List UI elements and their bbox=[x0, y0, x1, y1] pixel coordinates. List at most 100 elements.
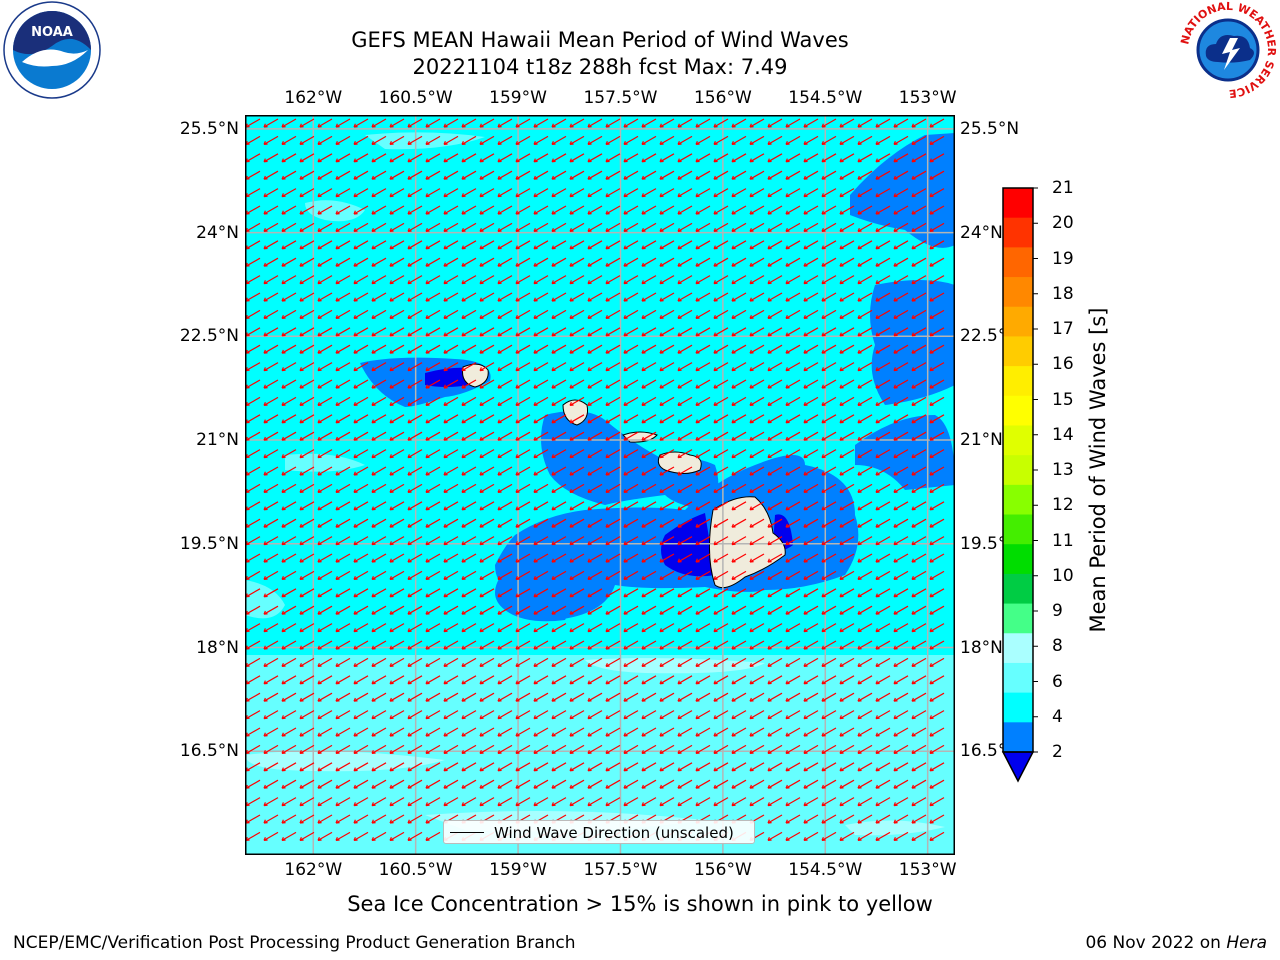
wind-arrow bbox=[551, 118, 567, 128]
wind-arrow bbox=[497, 344, 513, 354]
wind-arrow bbox=[281, 831, 297, 841]
wind-arrow bbox=[569, 205, 585, 215]
wind-arrow bbox=[803, 536, 819, 546]
colorbar-band bbox=[1003, 722, 1033, 753]
wind-arrow bbox=[695, 153, 711, 163]
wind-arrow bbox=[821, 501, 837, 511]
wind-arrow bbox=[605, 605, 621, 615]
wind-arrow bbox=[911, 414, 927, 424]
wind-arrow bbox=[569, 431, 585, 441]
wind-arrow bbox=[353, 762, 369, 772]
wind-arrow bbox=[425, 257, 441, 267]
wind-arrow bbox=[893, 762, 909, 772]
wind-arrow bbox=[353, 379, 369, 389]
wind-arrow bbox=[587, 327, 603, 337]
wind-arrow bbox=[803, 518, 819, 528]
wind-arrow bbox=[317, 762, 333, 772]
wind-arrow bbox=[425, 309, 441, 319]
wind-arrow bbox=[767, 623, 783, 633]
wind-arrow bbox=[389, 153, 405, 163]
wind-arrow bbox=[857, 692, 873, 702]
wind-arrow bbox=[695, 710, 711, 720]
wind-arrow bbox=[353, 170, 369, 180]
wind-arrow bbox=[641, 605, 657, 615]
wind-arrow bbox=[587, 657, 603, 667]
wind-arrow bbox=[677, 518, 693, 528]
wind-arrow bbox=[497, 797, 513, 807]
lon-tick-label: 159°W bbox=[489, 88, 547, 108]
wind-arrow bbox=[803, 205, 819, 215]
wind-arrow bbox=[803, 570, 819, 580]
wind-arrow bbox=[443, 588, 459, 598]
wind-arrow bbox=[875, 518, 891, 528]
wind-arrow bbox=[821, 640, 837, 650]
wind-arrow bbox=[857, 588, 873, 598]
colorbar-band bbox=[1003, 306, 1033, 337]
wind-arrow bbox=[839, 623, 855, 633]
wind-arrow bbox=[389, 362, 405, 372]
wind-arrow bbox=[425, 518, 441, 528]
wind-arrow bbox=[785, 518, 801, 528]
wind-arrow bbox=[281, 657, 297, 667]
wind-arrow bbox=[587, 501, 603, 511]
wind-arrow bbox=[299, 396, 315, 406]
wind-arrow bbox=[569, 570, 585, 580]
wind-arrow bbox=[335, 692, 351, 702]
wind-arrow bbox=[551, 205, 567, 215]
wind-arrow bbox=[569, 153, 585, 163]
wind-arrow bbox=[533, 135, 549, 145]
footer-host: Hera bbox=[1226, 933, 1267, 953]
wind-arrow bbox=[443, 240, 459, 250]
wind-arrow bbox=[551, 588, 567, 598]
wind-arrow bbox=[641, 623, 657, 633]
wind-arrow bbox=[875, 240, 891, 250]
wind-arrow bbox=[911, 779, 927, 789]
wind-arrow bbox=[443, 675, 459, 685]
wind-arrow bbox=[857, 257, 873, 267]
wind-arrow bbox=[389, 744, 405, 754]
wind-arrow bbox=[497, 466, 513, 476]
wind-arrow bbox=[641, 135, 657, 145]
wind-arrow bbox=[479, 536, 495, 546]
wind-arrow bbox=[767, 553, 783, 563]
wind-arrow bbox=[803, 222, 819, 232]
colorbar-under-arrow bbox=[1001, 751, 1035, 783]
wind-arrow bbox=[353, 240, 369, 250]
wind-arrow bbox=[857, 605, 873, 615]
wind-arrow bbox=[353, 814, 369, 824]
wind-arrow bbox=[587, 414, 603, 424]
wind-arrow bbox=[299, 344, 315, 354]
wind-arrow bbox=[389, 431, 405, 441]
wind-arrow bbox=[389, 570, 405, 580]
wind-arrow bbox=[443, 222, 459, 232]
wind-arrow bbox=[767, 605, 783, 615]
wind-arrow bbox=[299, 831, 315, 841]
wind-arrow bbox=[335, 449, 351, 459]
wind-arrow bbox=[911, 170, 927, 180]
wind-arrow bbox=[371, 309, 387, 319]
wind-arrow bbox=[317, 501, 333, 511]
wind-arrow bbox=[551, 135, 567, 145]
wind-arrow bbox=[263, 779, 279, 789]
wind-arrow bbox=[335, 240, 351, 250]
wind-arrow bbox=[281, 257, 297, 267]
wind-arrow bbox=[389, 831, 405, 841]
wind-arrow bbox=[515, 344, 531, 354]
wind-arrow bbox=[317, 344, 333, 354]
wind-arrow bbox=[281, 570, 297, 580]
wind-arrow bbox=[821, 222, 837, 232]
wind-arrow bbox=[281, 779, 297, 789]
wind-arrow bbox=[479, 727, 495, 737]
wind-arrow bbox=[875, 257, 891, 267]
wind-arrow bbox=[605, 588, 621, 598]
wind-arrow bbox=[785, 205, 801, 215]
wind-arrow bbox=[533, 240, 549, 250]
wind-arrow bbox=[263, 640, 279, 650]
wind-arrow bbox=[317, 466, 333, 476]
colorbar-tick-label: 13 bbox=[1052, 460, 1074, 480]
wind-arrow bbox=[641, 240, 657, 250]
wind-arrow bbox=[371, 797, 387, 807]
wind-arrow bbox=[623, 605, 639, 615]
wind-arrow bbox=[281, 396, 297, 406]
wind-arrow bbox=[857, 831, 873, 841]
